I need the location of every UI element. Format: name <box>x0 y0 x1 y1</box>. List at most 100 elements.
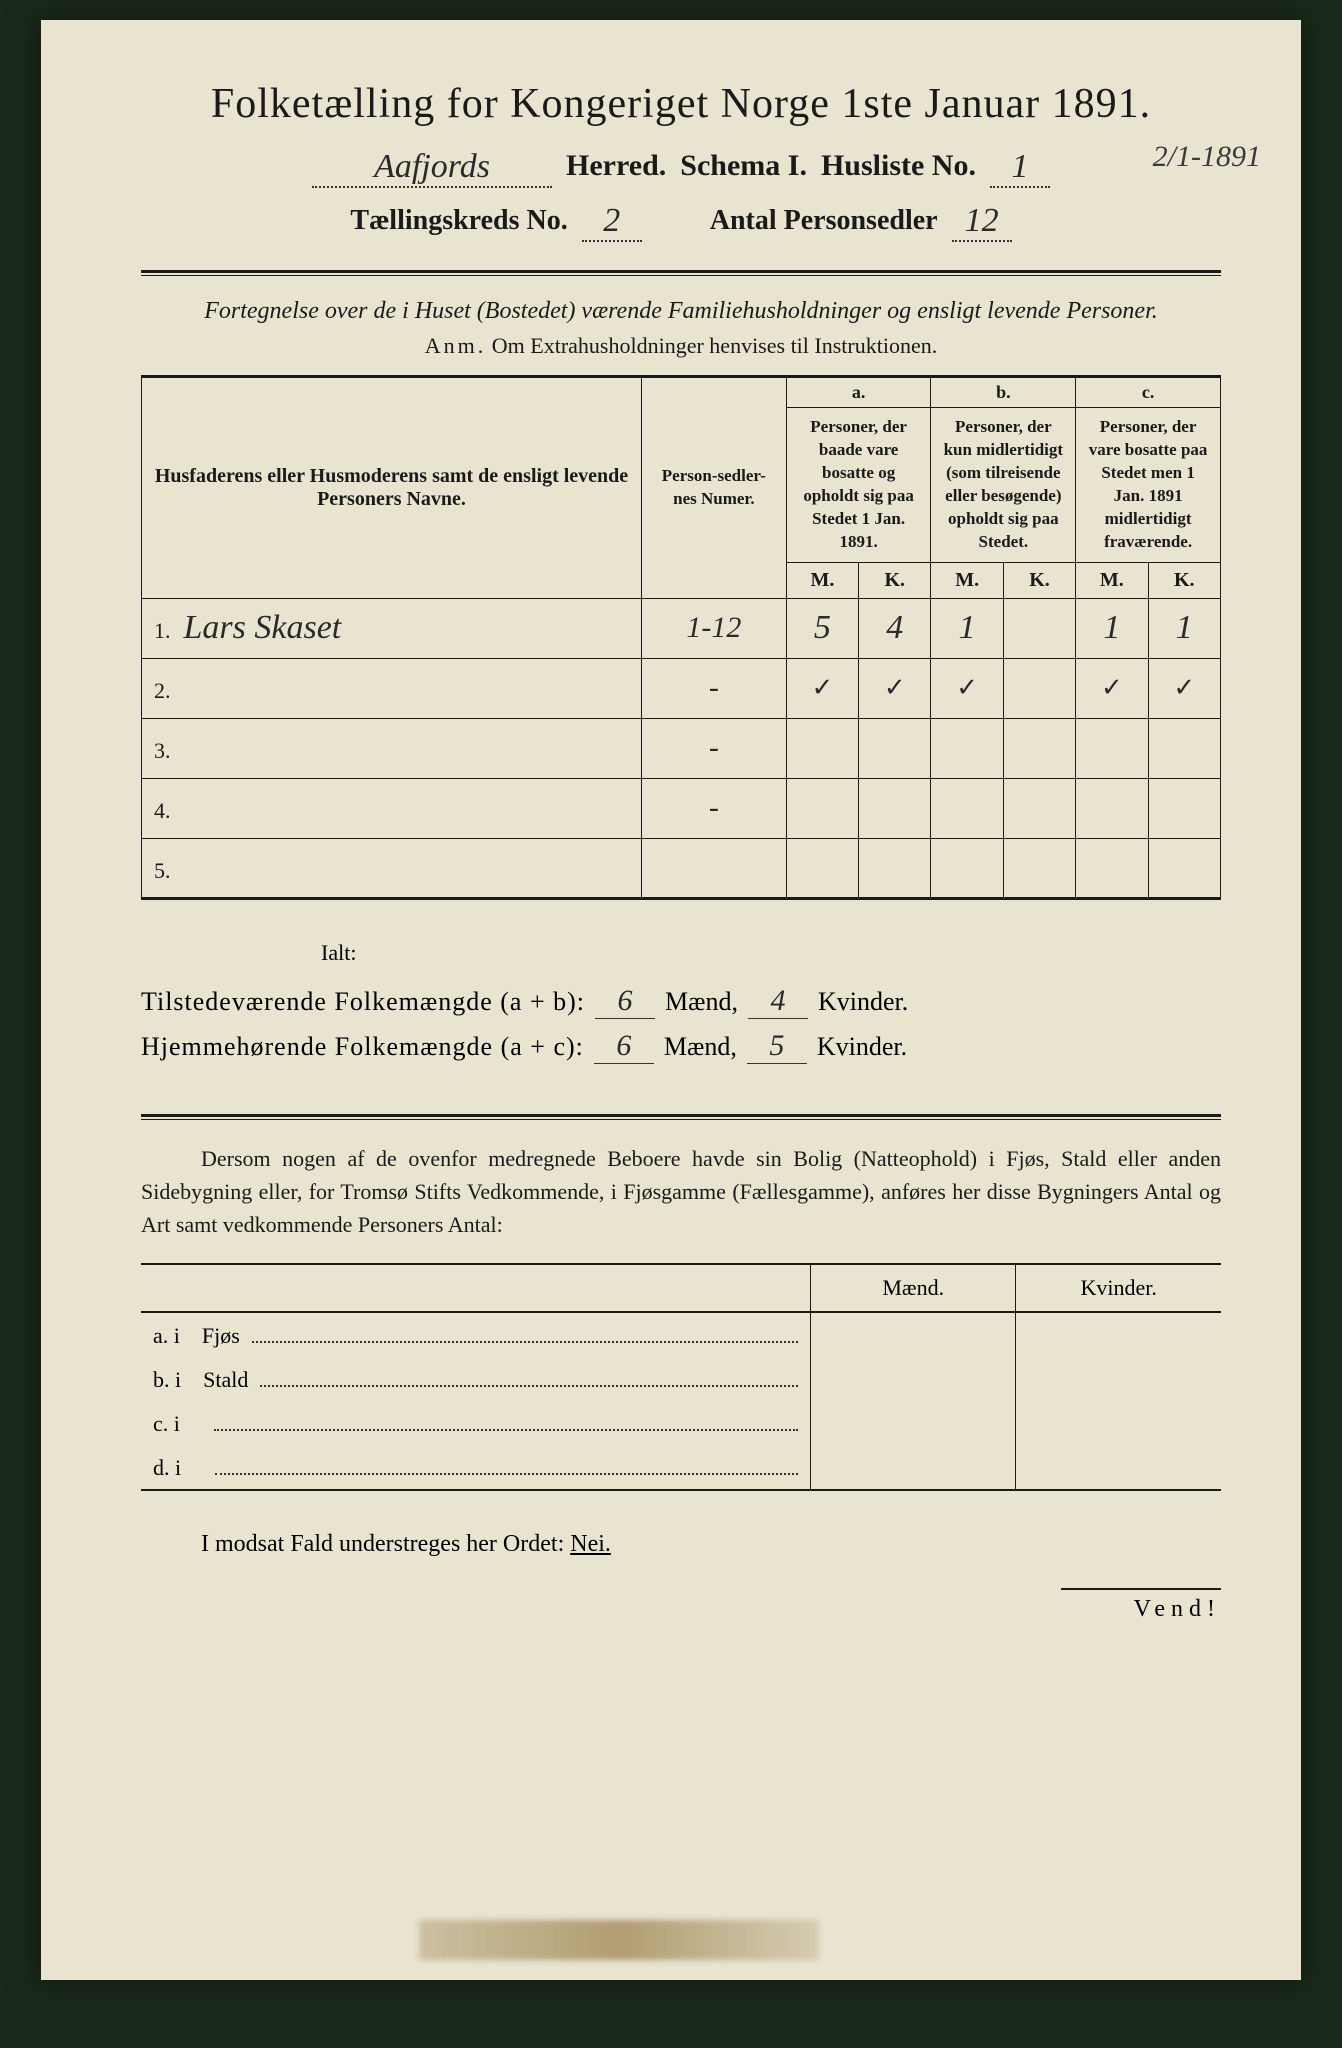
ialt-label: Ialt: <box>321 940 1221 966</box>
row-b-m <box>931 718 1003 778</box>
totals-row-present: Tilstedeværende Folkemængde (a + b): 6 M… <box>141 984 1221 1019</box>
table-row: 4. - <box>142 778 1221 838</box>
vend-label: Vend! <box>1061 1588 1221 1623</box>
header-line-3: Tællingskreds No. 2 Antal Personsedler 1… <box>141 200 1221 240</box>
sidebuilding-table: Mænd. Kvinder. a. i Fjøsb. i Staldc. i d… <box>141 1263 1221 1491</box>
col-b-m: M. <box>931 562 1003 598</box>
side-row: d. i <box>141 1445 1221 1490</box>
divider-2 <box>141 1114 1221 1120</box>
col-number-header: Person-sedler-nes Numer. <box>642 377 787 599</box>
row-b-m <box>931 838 1003 898</box>
sidebuilding-paragraph: Dersom nogen af de ovenfor medregnede Be… <box>141 1142 1221 1241</box>
side-empty-header <box>141 1264 811 1312</box>
side-row-kvinder <box>1016 1445 1221 1490</box>
row-b-k <box>1003 838 1075 898</box>
anm-lead: Anm. <box>425 333 487 358</box>
col-b-label: b. <box>931 377 1076 408</box>
table-row: 2. -✓✓✓✓✓ <box>142 658 1221 718</box>
side-kvinder-header: Kvinder. <box>1016 1264 1221 1312</box>
row-c-m <box>1076 838 1148 898</box>
subtitle: Fortegnelse over de i Huset (Bostedet) v… <box>141 298 1221 325</box>
kvinder-label: Kvinder. <box>818 987 908 1017</box>
row-c-k <box>1148 778 1220 838</box>
row-name: 1. Lars Skaset <box>142 598 642 658</box>
col-c-desc: Personer, der vare bosatte paa Stedet me… <box>1076 408 1221 563</box>
side-row: c. i <box>141 1401 1221 1445</box>
col-a-m: M. <box>786 562 858 598</box>
col-name-header: Husfaderens eller Husmoderens samt de en… <box>142 377 642 599</box>
table-row: 3. - <box>142 718 1221 778</box>
row-b-k <box>1003 718 1075 778</box>
row-c-k <box>1148 838 1220 898</box>
row-a-m: 5 <box>786 598 858 658</box>
header-line-2: Aafjords Herred. Schema I. Husliste No. … <box>141 146 1221 186</box>
table-row: 5. <box>142 838 1221 898</box>
side-row-maend <box>811 1357 1016 1401</box>
totals-block: Ialt: Tilstedeværende Folkemængde (a + b… <box>141 940 1221 1064</box>
anm-line: Anm. Om Extrahusholdninger henvises til … <box>141 333 1221 359</box>
col-b-desc: Personer, der kun midlertidigt (som tilr… <box>931 408 1076 563</box>
row-a-m <box>786 718 858 778</box>
row-a-m <box>786 838 858 898</box>
date-note: 2/1-1891 <box>1153 140 1261 174</box>
kvinder-label-2: Kvinder. <box>817 1032 907 1062</box>
side-row-maend <box>811 1445 1016 1490</box>
row-a-k <box>859 718 931 778</box>
col-a-k: K. <box>859 562 931 598</box>
row-c-k: ✓ <box>1148 658 1220 718</box>
row-c-m <box>1076 718 1148 778</box>
side-row-kvinder <box>1016 1357 1221 1401</box>
col-b-k: K. <box>1003 562 1075 598</box>
side-row-kvinder <box>1016 1312 1221 1357</box>
row-number: - <box>642 778 787 838</box>
side-row-kvinder <box>1016 1401 1221 1445</box>
kreds-label: Tællingskreds No. <box>350 205 567 237</box>
row-c-m: ✓ <box>1076 658 1148 718</box>
row-name: 3. <box>142 718 642 778</box>
side-row-label: c. i <box>141 1401 811 1445</box>
herred-label: Herred. <box>566 149 666 183</box>
household-table: Husfaderens eller Husmoderens samt de en… <box>141 375 1221 900</box>
col-c-m: M. <box>1076 562 1148 598</box>
table-row: 1. Lars Skaset1-1254111 <box>142 598 1221 658</box>
row-a-k: 4 <box>859 598 931 658</box>
row-c-m <box>1076 778 1148 838</box>
nei-line: I modsat Fald understreges her Ordet: Ne… <box>141 1531 1221 1558</box>
row-a-k <box>859 778 931 838</box>
maend-label-2: Mænd, <box>664 1032 737 1062</box>
divider <box>141 270 1221 276</box>
row-c-k <box>1148 718 1220 778</box>
resident-kvinder: 5 <box>747 1029 807 1064</box>
side-maend-header: Mænd. <box>811 1264 1016 1312</box>
nei-pre: I modsat Fald understreges her Ordet: <box>201 1531 570 1557</box>
resident-maend: 6 <box>594 1029 654 1064</box>
present-kvinder: 4 <box>748 984 808 1019</box>
row-b-m: 1 <box>931 598 1003 658</box>
present-label: Tilstedeværende Folkemængde (a + b): <box>141 987 585 1017</box>
row-number: - <box>642 658 787 718</box>
totals-row-resident: Hjemmehørende Folkemængde (a + c): 6 Mæn… <box>141 1029 1221 1064</box>
row-b-k <box>1003 598 1075 658</box>
col-c-label: c. <box>1076 377 1221 408</box>
husliste-label: Husliste No. <box>821 149 976 183</box>
row-b-m <box>931 778 1003 838</box>
row-b-k <box>1003 658 1075 718</box>
side-row-maend <box>811 1401 1016 1445</box>
census-form-page: Folketælling for Kongeriget Norge 1ste J… <box>41 20 1301 1980</box>
row-a-m <box>786 778 858 838</box>
side-row: a. i Fjøs <box>141 1312 1221 1357</box>
col-a-desc: Personer, der baade vare bosatte og opho… <box>786 408 931 563</box>
resident-label: Hjemmehørende Folkemængde (a + c): <box>141 1032 584 1062</box>
row-number: 1-12 <box>642 598 787 658</box>
row-a-m: ✓ <box>786 658 858 718</box>
row-number <box>642 838 787 898</box>
kreds-value: 2 <box>582 202 642 242</box>
row-number: - <box>642 718 787 778</box>
row-b-k <box>1003 778 1075 838</box>
side-row-label: d. i <box>141 1445 811 1490</box>
row-name: 5. <box>142 838 642 898</box>
maend-label: Mænd, <box>665 987 738 1017</box>
husliste-value: 1 <box>990 148 1050 188</box>
row-b-m: ✓ <box>931 658 1003 718</box>
side-row-label: b. i Stald <box>141 1357 811 1401</box>
